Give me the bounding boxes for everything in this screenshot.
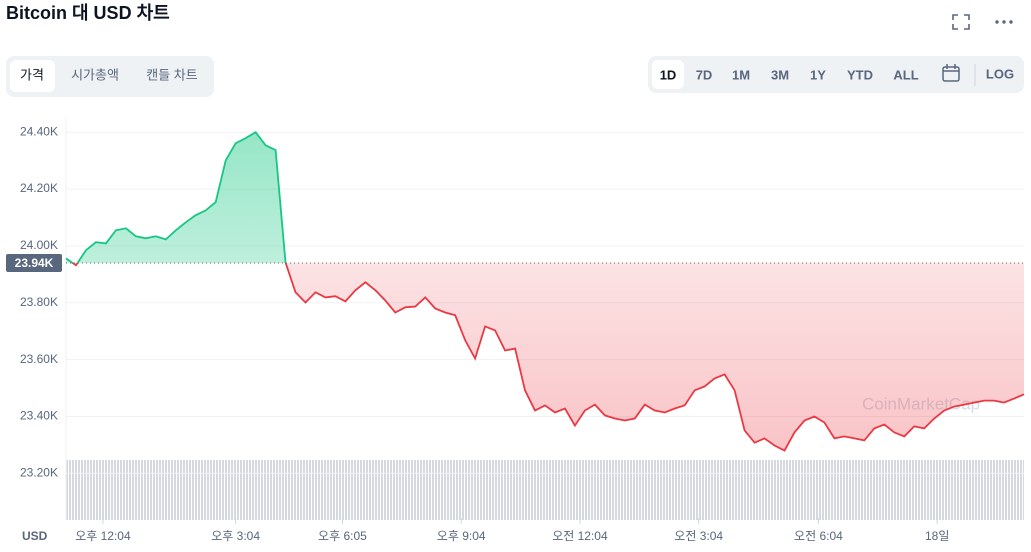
x-tick-label: 오후 9:04: [437, 529, 486, 543]
volume-bars: [66, 460, 1024, 520]
currency: USD: [22, 529, 48, 543]
range-button[interactable]: 1M: [732, 67, 750, 82]
x-tick-label: 오후 6:05: [318, 529, 367, 543]
y-tick-label: 23.80K: [20, 295, 58, 309]
area-up: [66, 132, 286, 263]
fullscreen-icon[interactable]: [952, 14, 970, 30]
tab-active: [10, 60, 55, 92]
x-tick-label: 오후 3:04: [211, 529, 260, 543]
range-active: [652, 60, 684, 89]
x-tick-label: 오전 12:04: [552, 529, 608, 543]
range-button[interactable]: 1Y: [810, 67, 826, 82]
x-tick-label: 18일: [925, 529, 949, 543]
tab-group: [6, 56, 214, 97]
range-button[interactable]: 7D: [696, 67, 713, 82]
y-tick-label: 24.20K: [20, 181, 58, 195]
range-button[interactable]: 3M: [771, 67, 789, 82]
log-button[interactable]: LOG: [986, 66, 1014, 81]
calendar-icon[interactable]: [942, 64, 960, 82]
y-tick-label: 23.20K: [20, 466, 58, 480]
price-line: [65, 131, 287, 263]
baseline-label: 23.94K: [15, 256, 54, 270]
range-button[interactable]: YTD: [847, 67, 873, 82]
more-icon[interactable]: [995, 20, 1013, 24]
tab[interactable]: 시가총액: [71, 67, 119, 82]
baseline-tag: [6, 253, 62, 272]
price-line: [71, 262, 1025, 452]
y-tick-label: 23.60K: [20, 352, 58, 366]
y-tick-label: 24.40K: [20, 124, 58, 138]
range-group: [648, 56, 1024, 93]
tab[interactable]: 캔들 차트: [146, 67, 197, 82]
range-button[interactable]: ALL: [893, 67, 918, 82]
x-tick-label: 오후 12:04: [75, 529, 131, 543]
y-tick-label: 23.40K: [20, 409, 58, 423]
title: Bitcoin 대 USD 차트: [6, 3, 170, 23]
range-button[interactable]: 1D: [660, 67, 677, 82]
area-down: [66, 262, 1024, 451]
y-tick-label: 24.00K: [20, 238, 58, 252]
tab[interactable]: 가격: [20, 67, 44, 82]
x-tick-label: 오전 6:04: [794, 529, 843, 543]
x-tick-label: 오전 3:04: [674, 529, 723, 543]
